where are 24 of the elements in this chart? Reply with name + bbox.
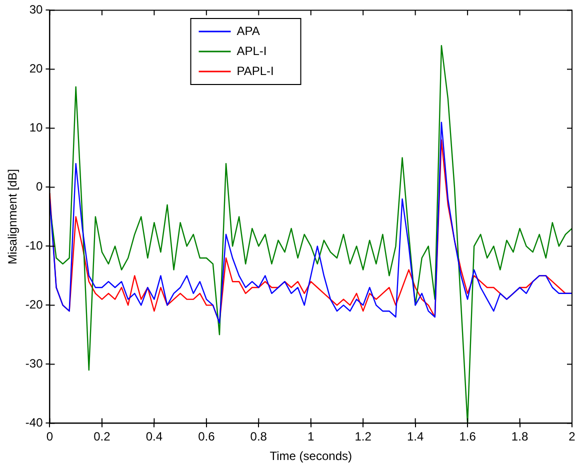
x-tick-label: 0.6 <box>198 430 216 444</box>
x-tick-label: 0.2 <box>94 430 111 444</box>
y-tick-label: -40 <box>25 416 44 430</box>
y-tick-label: -30 <box>25 356 44 371</box>
x-axis-title: Time (seconds) <box>270 449 352 464</box>
x-tick-label: 1 <box>308 430 315 444</box>
x-tick-label: 2 <box>568 430 576 444</box>
y-axis-title: Misalignment [dB] <box>6 169 20 264</box>
x-tick-label: 0.8 <box>250 430 268 444</box>
x-tick-label: 1.2 <box>354 430 372 444</box>
y-tick-label: 0 <box>36 180 44 194</box>
y-tick-label: 20 <box>29 62 44 76</box>
x-tick-label: 0.4 <box>146 430 163 444</box>
y-tick-label: -10 <box>25 238 44 253</box>
legend-label: APL-I <box>236 44 267 58</box>
x-tick-label: 1.8 <box>511 430 528 444</box>
legend-label: PAPL-I <box>236 64 274 78</box>
y-tick-label: 10 <box>29 120 44 135</box>
x-tick-label: 1.4 <box>406 430 424 444</box>
y-tick-label: -20 <box>25 298 44 312</box>
y-tick-label: 30 <box>29 2 44 17</box>
x-tick-label: 0 <box>46 430 54 444</box>
x-tick-label: 1.6 <box>459 430 476 444</box>
legend-label: APA <box>236 24 260 38</box>
